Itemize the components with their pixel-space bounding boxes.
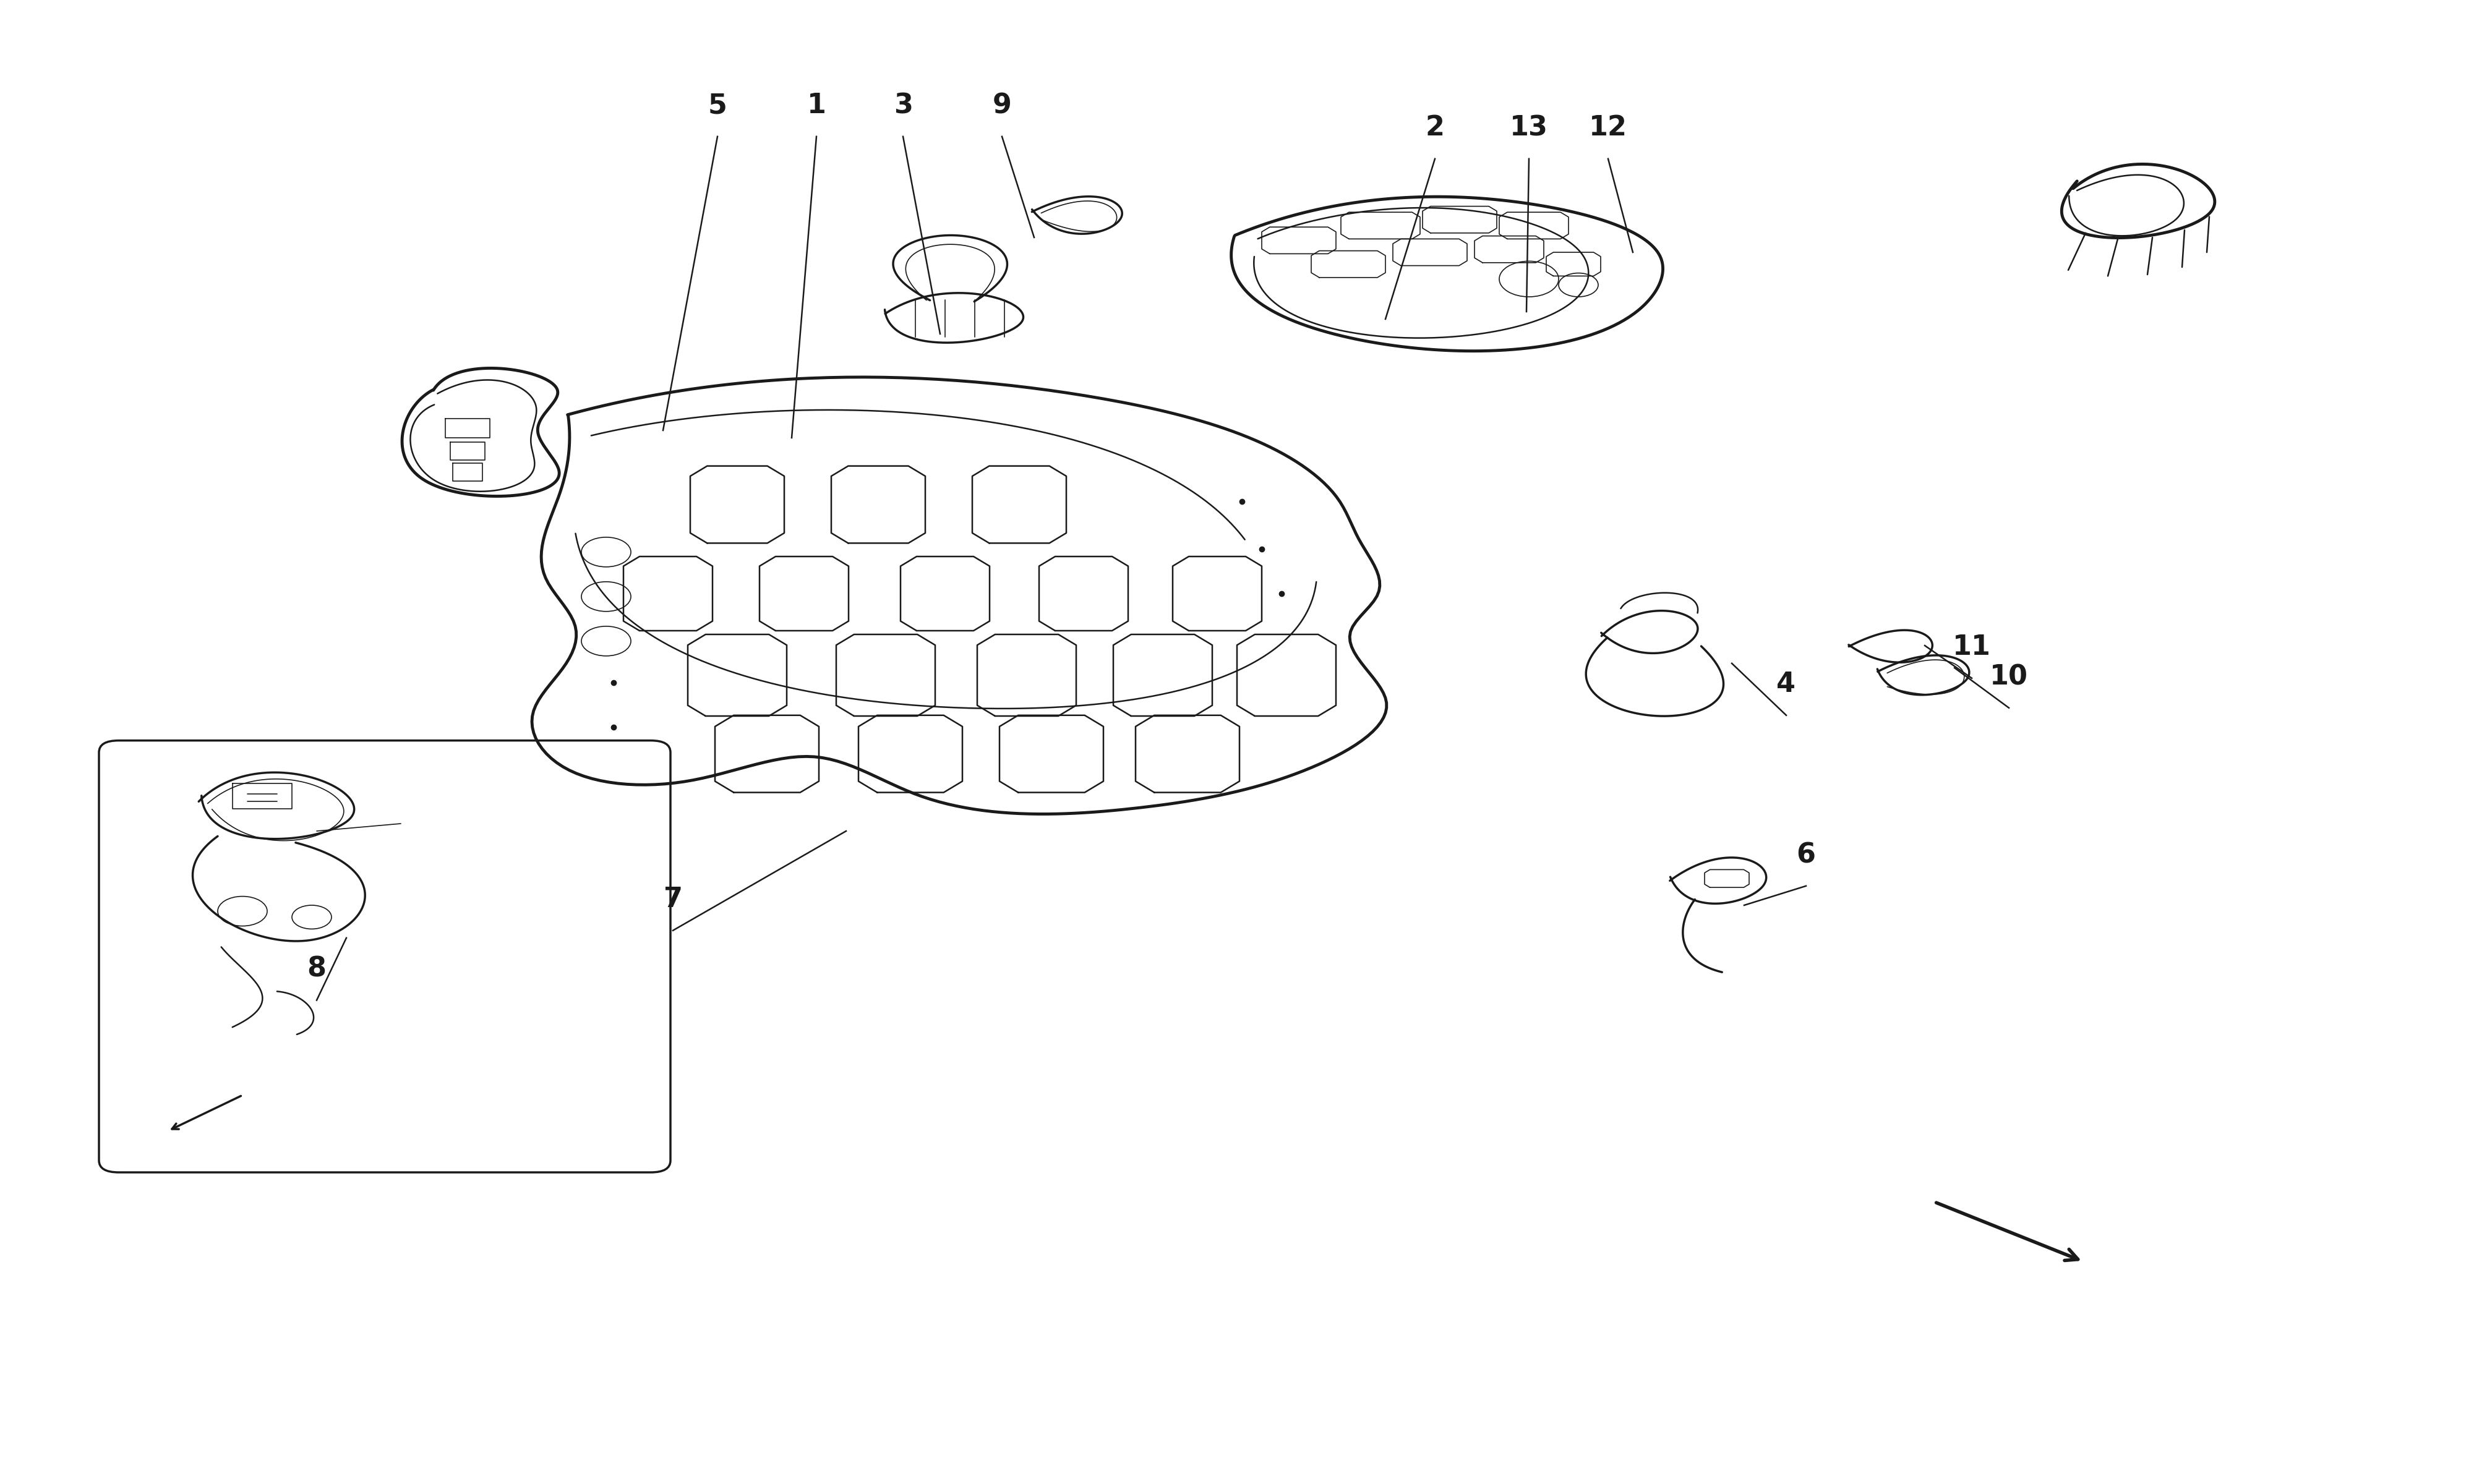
Text: 5: 5 <box>708 92 727 119</box>
Text: 9: 9 <box>992 92 1012 119</box>
Text: 4: 4 <box>1776 671 1796 697</box>
Text: 3: 3 <box>893 92 913 119</box>
Text: 13: 13 <box>1509 114 1549 141</box>
Text: 8: 8 <box>307 956 327 982</box>
Text: 11: 11 <box>1952 634 1992 660</box>
Text: 6: 6 <box>1796 841 1816 868</box>
Text: 10: 10 <box>1989 663 2029 690</box>
Text: 1: 1 <box>807 92 826 119</box>
Text: 12: 12 <box>1588 114 1628 141</box>
Text: 7: 7 <box>663 886 683 913</box>
Text: 2: 2 <box>1425 114 1445 141</box>
